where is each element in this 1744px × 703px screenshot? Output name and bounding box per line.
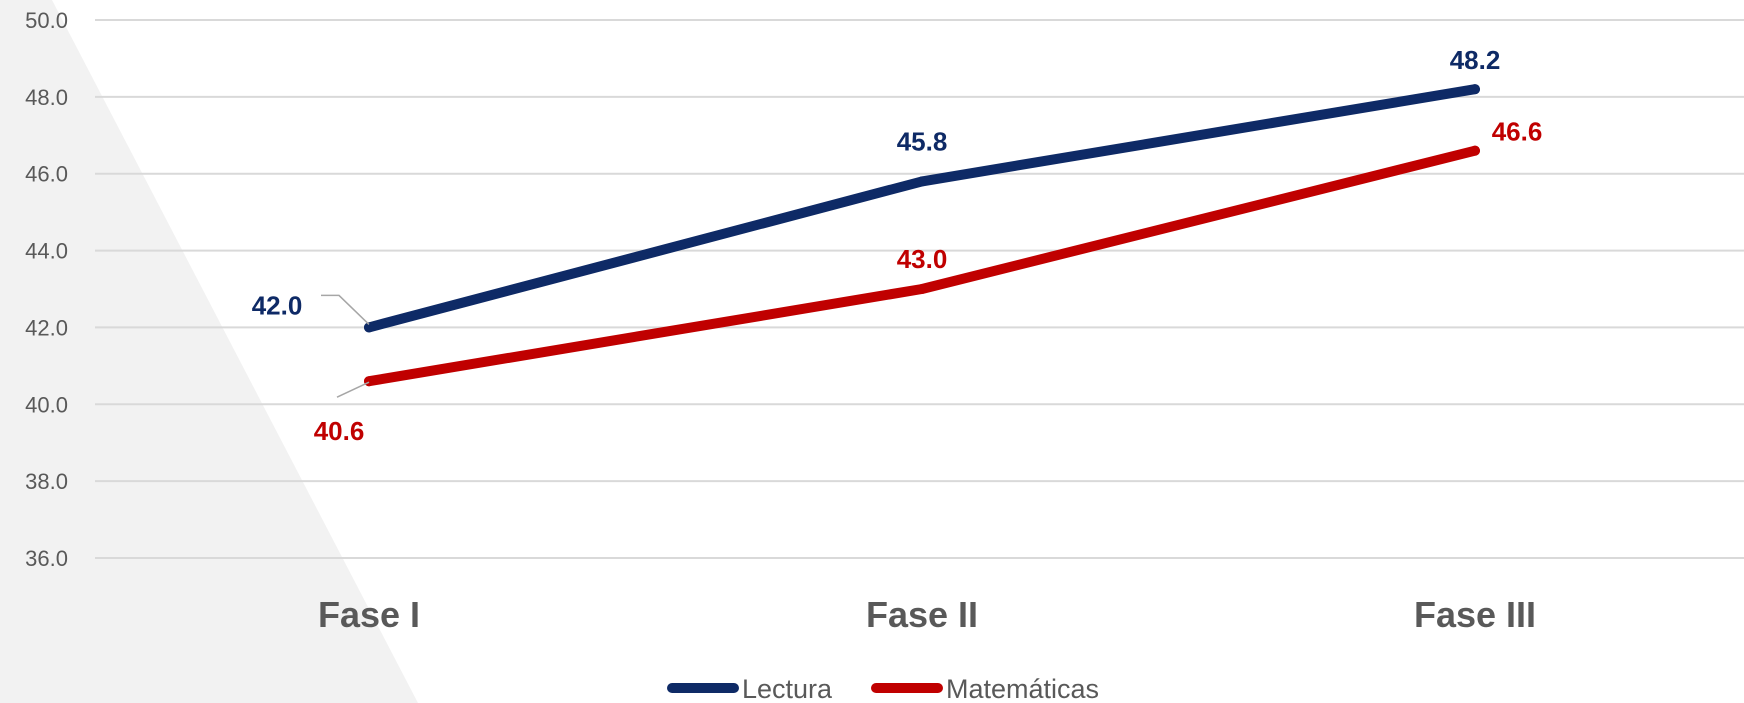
data-label: 42.0: [252, 290, 303, 320]
x-tick-label: Fase I: [318, 594, 420, 635]
data-point: [364, 376, 374, 387]
data-label: 48.2: [1450, 45, 1501, 75]
data-label: 43.0: [897, 244, 948, 274]
data-label: 40.6: [314, 416, 365, 446]
legend: Lectura Matemáticas: [667, 674, 1099, 703]
y-tick-label: 42.0: [25, 315, 68, 340]
y-tick-label: 36.0: [25, 546, 68, 571]
data-label: 46.6: [1492, 117, 1543, 147]
label-leader-line: [336, 381, 370, 398]
legend-label: Matemáticas: [946, 674, 1099, 703]
y-tick-label: 44.0: [25, 239, 68, 264]
legend-label: Lectura: [742, 674, 833, 703]
data-point: [917, 284, 927, 294]
y-tick-label: 48.0: [25, 85, 68, 110]
y-axis: 36.0 38.0 40.0 42.0 44.0 46.0 48.0 50.0: [25, 8, 68, 571]
series-group: [364, 84, 1480, 387]
y-tick-label: 50.0: [25, 8, 68, 33]
data-point: [917, 176, 927, 187]
label-leader-line: [321, 294, 370, 325]
data-point: [364, 322, 374, 333]
y-tick-label: 38.0: [25, 469, 68, 494]
data-point: [1470, 145, 1480, 156]
x-axis: Fase I Fase II Fase III: [318, 594, 1536, 635]
y-tick-label: 46.0: [25, 162, 68, 187]
data-label: 45.8: [897, 126, 948, 156]
x-tick-label: Fase II: [866, 594, 978, 635]
background-triangle: [0, 0, 418, 703]
data-point: [1470, 84, 1480, 95]
data-labels: 42.0 45.8 48.2 40.6 43.0 46.6: [252, 45, 1543, 446]
x-tick-label: Fase III: [1414, 594, 1536, 635]
y-tick-label: 40.0: [25, 392, 68, 417]
